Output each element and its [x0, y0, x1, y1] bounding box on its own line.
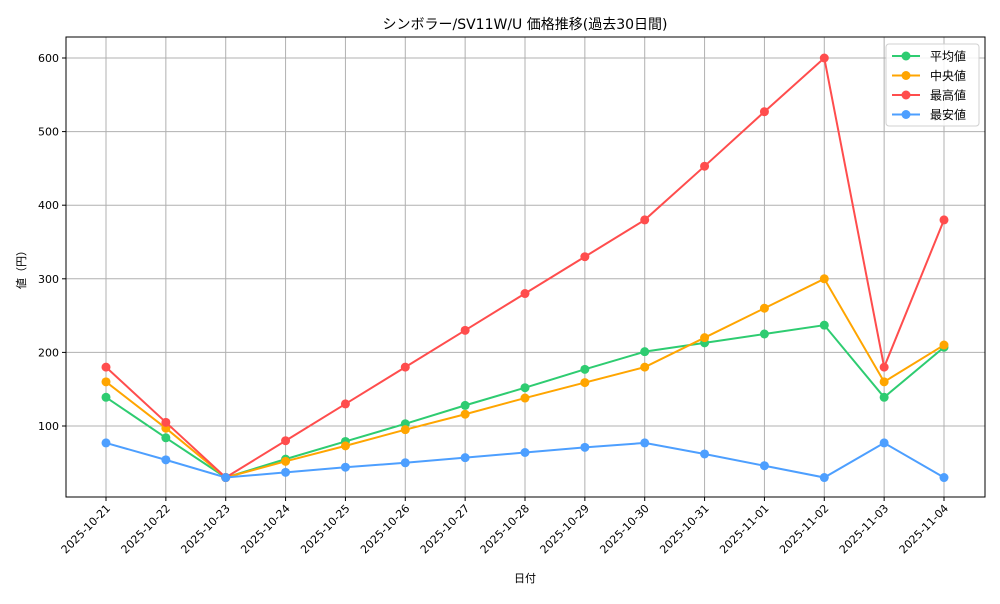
legend-item: 平均値 [892, 49, 966, 64]
data-point-marker [101, 362, 111, 372]
data-point-marker [640, 215, 650, 225]
data-point-marker [700, 449, 710, 459]
data-point-marker [400, 425, 410, 435]
data-point-marker [580, 378, 590, 388]
legend-label: 中央値 [930, 68, 966, 83]
data-point-marker [520, 383, 530, 393]
y-axis-label: 値（円） [15, 245, 28, 289]
data-point-marker [161, 417, 171, 427]
data-point-marker [759, 329, 769, 339]
data-point-marker [580, 364, 590, 374]
data-point-marker [520, 289, 530, 299]
data-point-marker [819, 53, 829, 63]
data-point-marker [879, 377, 889, 387]
data-point-marker [101, 392, 111, 402]
data-point-marker [460, 409, 470, 419]
data-point-marker [460, 325, 470, 335]
data-point-marker [520, 393, 530, 403]
y-tick-label: 400 [38, 199, 59, 212]
y-tick-label: 600 [38, 52, 59, 65]
series-layer [101, 53, 949, 483]
chart-title: シンボラー/SV11W/U 価格推移(過去30日間) [383, 17, 668, 33]
x-axis-label: 日付 [514, 572, 536, 585]
data-point-marker [700, 161, 710, 171]
data-point-marker [819, 320, 829, 330]
series-line [101, 53, 949, 483]
data-point-marker [281, 467, 291, 477]
data-point-marker [340, 399, 350, 409]
legend-label: 平均値 [930, 49, 966, 64]
series-line [101, 438, 949, 483]
data-point-marker [939, 340, 949, 350]
y-axis: 100 200 300 400 500 600 [38, 52, 66, 433]
data-point-marker [340, 462, 350, 472]
data-point-marker [879, 362, 889, 372]
data-point-marker [221, 473, 231, 483]
data-point-marker [700, 333, 710, 343]
legend-marker-icon [901, 90, 911, 100]
data-point-marker [580, 252, 590, 262]
data-point-marker [819, 274, 829, 284]
data-point-marker [101, 438, 111, 448]
data-point-marker [400, 458, 410, 468]
data-point-marker [281, 436, 291, 446]
data-point-marker [819, 473, 829, 483]
data-point-marker [879, 438, 889, 448]
legend-marker-icon [901, 110, 911, 119]
data-point-marker [580, 442, 590, 452]
legend-marker-icon [901, 71, 911, 80]
data-point-marker [101, 377, 111, 387]
data-point-marker [759, 461, 769, 471]
data-point-marker [759, 303, 769, 313]
data-point-marker [460, 453, 470, 463]
data-point-marker [759, 107, 769, 117]
legend-label: 最高値 [930, 88, 966, 103]
data-point-marker [640, 438, 650, 448]
legend-label: 最安値 [930, 107, 966, 122]
legend-box [885, 43, 980, 127]
data-point-marker [520, 447, 530, 457]
data-point-marker [400, 362, 410, 372]
legend-item: 中央値 [892, 68, 966, 83]
legend-item: 最安値 [892, 107, 966, 122]
legend-marker-icon [901, 51, 911, 61]
legend-item: 最高値 [892, 88, 966, 103]
data-point-marker [939, 215, 949, 225]
data-point-marker [939, 473, 949, 483]
data-point-marker [460, 400, 470, 410]
data-point-marker [640, 362, 650, 372]
y-tick-label: 100 [38, 420, 59, 433]
data-point-marker [340, 441, 350, 451]
data-point-marker [161, 455, 171, 465]
data-point-marker [879, 392, 889, 402]
y-tick-label: 300 [38, 273, 59, 286]
data-point-marker [161, 433, 171, 443]
data-point-marker [281, 456, 291, 466]
y-tick-label: 500 [38, 126, 59, 139]
data-point-marker [640, 347, 650, 357]
y-tick-label: 200 [38, 346, 59, 359]
